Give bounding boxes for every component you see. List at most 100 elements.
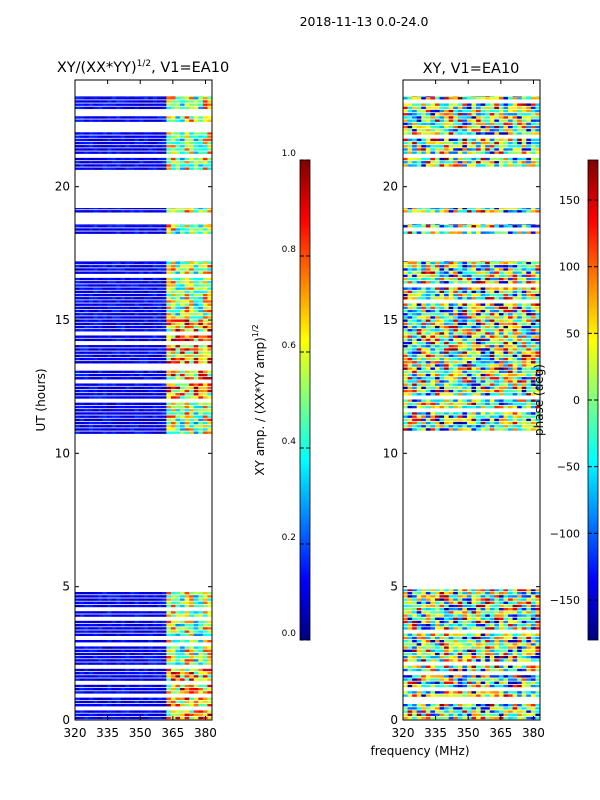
amp-cell (143, 313, 149, 316)
phase-cell (466, 707, 472, 710)
phase-cell (416, 598, 422, 601)
amp-cell (129, 271, 135, 274)
amp-cell (170, 261, 176, 262)
amp-cell (152, 300, 158, 303)
amp-axes-frame (74, 79, 213, 721)
phase-cell (485, 598, 491, 601)
phase-cell (407, 633, 413, 636)
amp-cell (106, 620, 112, 624)
amp-cell (193, 329, 199, 332)
phase-cell (526, 345, 532, 348)
amp-cell (125, 138, 131, 142)
amp-cell (198, 412, 204, 415)
phase-cell (498, 665, 504, 668)
amp-cell (175, 224, 181, 225)
phase-cell (489, 665, 495, 668)
phase-cell (403, 675, 408, 678)
amp-cell (198, 405, 204, 409)
phase-cell (439, 611, 445, 614)
amp-cell (84, 309, 89, 313)
phase-cell (521, 668, 527, 672)
phase-cell (476, 421, 481, 425)
amp-cell (148, 370, 153, 374)
amp-cell (202, 697, 208, 700)
phase-cell (444, 367, 449, 370)
amp-cell (106, 409, 112, 412)
phase-cell (444, 357, 449, 361)
phase-cell (453, 361, 459, 364)
amp-cell (152, 431, 158, 434)
amp-cell (129, 97, 135, 100)
amp-cell (75, 224, 80, 225)
amp-cell (129, 167, 135, 170)
phase-cell (425, 592, 431, 595)
amp-cell (84, 598, 89, 601)
amp-cell (189, 700, 195, 704)
phase-cell (471, 643, 477, 646)
amp-cell (93, 614, 99, 617)
amp-cell (161, 405, 167, 409)
phase-cell (457, 589, 463, 592)
phase-cell (416, 348, 422, 351)
amp-cell (88, 393, 94, 396)
phase-cell (508, 608, 513, 611)
amp-cell (75, 624, 80, 627)
phase-cell (535, 633, 540, 636)
amp-cell (120, 106, 126, 110)
amp-cell (152, 396, 158, 399)
phase-cell (403, 665, 408, 668)
amp-cell (116, 231, 121, 234)
amp-cell (207, 697, 212, 700)
phase-cell (530, 389, 536, 393)
amp-cell (129, 100, 135, 103)
phase-cell (421, 418, 427, 422)
amp-cell (84, 106, 89, 110)
amp-cell (148, 402, 153, 406)
amp-cell (125, 684, 131, 688)
amp-cell (134, 409, 140, 412)
phase-cell (434, 707, 440, 710)
amp-cell (166, 428, 172, 431)
amp-cell (161, 652, 167, 656)
amp-cell (88, 688, 94, 691)
amp-cell (148, 405, 153, 409)
amp-cell (84, 700, 89, 704)
amp-cell (184, 261, 190, 265)
amp-cell (184, 357, 190, 361)
amp-cell (207, 348, 212, 351)
phase-cell (434, 377, 440, 380)
phase-cell (439, 649, 445, 652)
amp-cell (157, 668, 163, 672)
phase-cell (503, 418, 509, 422)
phase-cell (508, 617, 513, 620)
phase-cell (503, 659, 509, 662)
amp-cell (198, 271, 204, 274)
amp-cell (143, 151, 149, 154)
amp-cell (198, 351, 204, 354)
amp-cell (138, 620, 144, 624)
phase-cell (517, 636, 523, 640)
amp-cell (170, 659, 176, 662)
amp-cell (143, 100, 149, 103)
amp-cell (102, 386, 108, 390)
phase-cell (412, 656, 417, 659)
phase-cell (535, 348, 540, 351)
amp-cell (125, 627, 131, 630)
amp-cell (97, 595, 103, 598)
amp-cell (84, 261, 89, 265)
amp-cell (161, 396, 167, 399)
amp-cell (152, 421, 158, 425)
amp-cell (111, 303, 117, 306)
phase-cell (439, 370, 445, 374)
amp-cell (184, 106, 190, 110)
phase-cell (421, 646, 427, 649)
amp-cell (184, 284, 190, 287)
phase-cell (512, 592, 518, 595)
phase-cell (430, 341, 436, 345)
amp-cell (157, 287, 163, 290)
amp-cell (157, 297, 163, 300)
amp-cell (88, 345, 94, 348)
amp-cell (97, 646, 103, 649)
phase-cell (421, 675, 427, 678)
phase-cell (476, 361, 481, 364)
